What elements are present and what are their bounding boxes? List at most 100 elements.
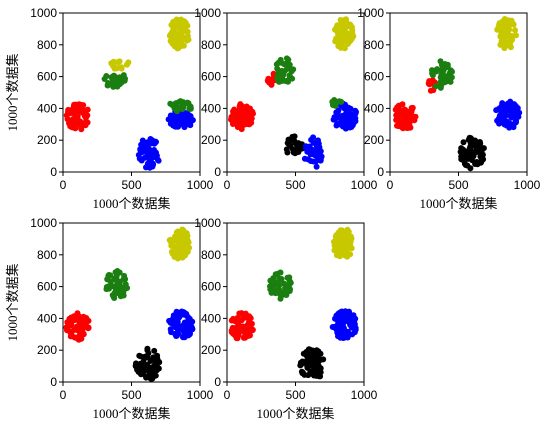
data-point-green bbox=[287, 279, 294, 286]
y-tick-label: 200 bbox=[201, 343, 221, 357]
data-point-red bbox=[394, 104, 401, 111]
data-point-yellow bbox=[338, 44, 344, 51]
data-point-black bbox=[297, 359, 304, 366]
data-point-yellow bbox=[343, 16, 349, 23]
data-point-blue bbox=[514, 110, 521, 117]
data-point-yellow bbox=[341, 244, 348, 251]
data-point-black bbox=[310, 355, 317, 362]
data-point-green bbox=[103, 286, 110, 293]
x-tick-label: 0 bbox=[60, 388, 67, 402]
data-point-black bbox=[309, 347, 316, 354]
data-point-black bbox=[307, 359, 314, 366]
data-point-green bbox=[286, 61, 293, 68]
data-point-yellow bbox=[334, 38, 341, 45]
data-point-red bbox=[85, 317, 92, 324]
data-point-blue bbox=[137, 146, 144, 153]
scatter-panel-1: 0 500 1000 0 200 400 600 800 1000 1000个数据集 1000个数据… bbox=[5, 6, 214, 211]
x-tick-label: 1000 bbox=[187, 388, 214, 402]
data-point-red bbox=[236, 103, 243, 110]
data-point-blue bbox=[302, 143, 309, 150]
data-point-blue bbox=[496, 120, 503, 127]
y-tick-label: 800 bbox=[364, 38, 384, 52]
y-tick-label: 800 bbox=[37, 248, 57, 262]
data-point-green bbox=[172, 100, 179, 107]
data-point-blue bbox=[346, 311, 353, 317]
data-point-black bbox=[479, 156, 486, 163]
data-point-blue bbox=[168, 329, 175, 336]
data-point-green bbox=[114, 78, 120, 85]
data-point-green bbox=[111, 72, 118, 79]
x-tick-label: 500 bbox=[448, 178, 468, 192]
y-tick-label: 600 bbox=[201, 70, 221, 84]
data-point-red bbox=[81, 112, 88, 119]
data-point-green bbox=[283, 287, 290, 294]
data-point-blue bbox=[511, 105, 518, 112]
data-point-green bbox=[113, 290, 120, 297]
data-point-blue bbox=[344, 333, 351, 340]
data-point-black bbox=[289, 134, 296, 141]
y-tick-label: 1000 bbox=[30, 216, 57, 230]
data-point-yellow bbox=[183, 37, 190, 44]
x-tick-label: 0 bbox=[224, 178, 231, 192]
data-point-yellow bbox=[178, 244, 184, 251]
data-point-yellow bbox=[498, 40, 505, 47]
data-point-blue bbox=[182, 117, 188, 124]
data-point-blue bbox=[301, 155, 308, 162]
data-point-red bbox=[242, 334, 249, 341]
data-point-green bbox=[187, 104, 194, 111]
x-tick-label: 0 bbox=[60, 178, 67, 192]
data-point-blue bbox=[512, 119, 519, 126]
data-point-black bbox=[460, 152, 467, 159]
data-point-green bbox=[116, 269, 123, 276]
data-point-green bbox=[180, 104, 187, 111]
data-point-blue bbox=[342, 125, 349, 132]
data-point-yellow bbox=[174, 228, 181, 235]
data-point-green bbox=[287, 75, 294, 82]
data-point-blue bbox=[498, 103, 505, 110]
y-tick-label: 400 bbox=[201, 101, 221, 115]
data-point-blue bbox=[175, 123, 181, 130]
data-point-black bbox=[467, 139, 474, 146]
data-point-green bbox=[281, 61, 288, 68]
data-point-yellow bbox=[168, 30, 175, 37]
y-tick-label: 800 bbox=[201, 248, 221, 262]
data-point-green bbox=[120, 285, 127, 292]
data-point-red bbox=[84, 106, 91, 113]
data-point-black bbox=[299, 370, 306, 377]
y-tick-label: 800 bbox=[37, 38, 57, 52]
data-point-yellow bbox=[123, 61, 130, 68]
data-point-red bbox=[82, 119, 89, 126]
data-point-yellow bbox=[334, 23, 340, 30]
data-point-green bbox=[277, 295, 284, 302]
data-point-red bbox=[77, 328, 84, 335]
data-point-green bbox=[429, 72, 436, 79]
data-point-red bbox=[242, 106, 249, 113]
data-point-black bbox=[307, 370, 314, 377]
data-point-black bbox=[467, 165, 474, 172]
data-point-red bbox=[401, 106, 408, 113]
data-point-black bbox=[470, 153, 477, 160]
data-point-red bbox=[427, 87, 434, 94]
data-point-green bbox=[329, 98, 336, 105]
data-point-blue bbox=[506, 107, 513, 114]
data-point-green bbox=[117, 293, 124, 300]
data-point-yellow bbox=[169, 40, 176, 47]
data-point-blue bbox=[141, 142, 148, 148]
data-point-yellow bbox=[176, 37, 183, 44]
data-point-yellow bbox=[512, 27, 518, 34]
x-tick-label: 1000 bbox=[351, 388, 378, 402]
data-point-green bbox=[185, 100, 192, 107]
data-point-red bbox=[74, 323, 81, 330]
data-point-red bbox=[246, 319, 252, 325]
data-point-black bbox=[303, 349, 310, 355]
data-point-red bbox=[412, 113, 419, 120]
x-axis-label: 1000个数据集 bbox=[92, 406, 170, 421]
data-point-yellow bbox=[170, 237, 177, 244]
data-point-blue bbox=[317, 154, 324, 161]
x-tick-label: 0 bbox=[387, 178, 394, 192]
data-point-green bbox=[283, 66, 290, 73]
data-point-red bbox=[395, 116, 402, 123]
data-point-red bbox=[238, 126, 245, 133]
data-point-yellow bbox=[331, 247, 338, 254]
